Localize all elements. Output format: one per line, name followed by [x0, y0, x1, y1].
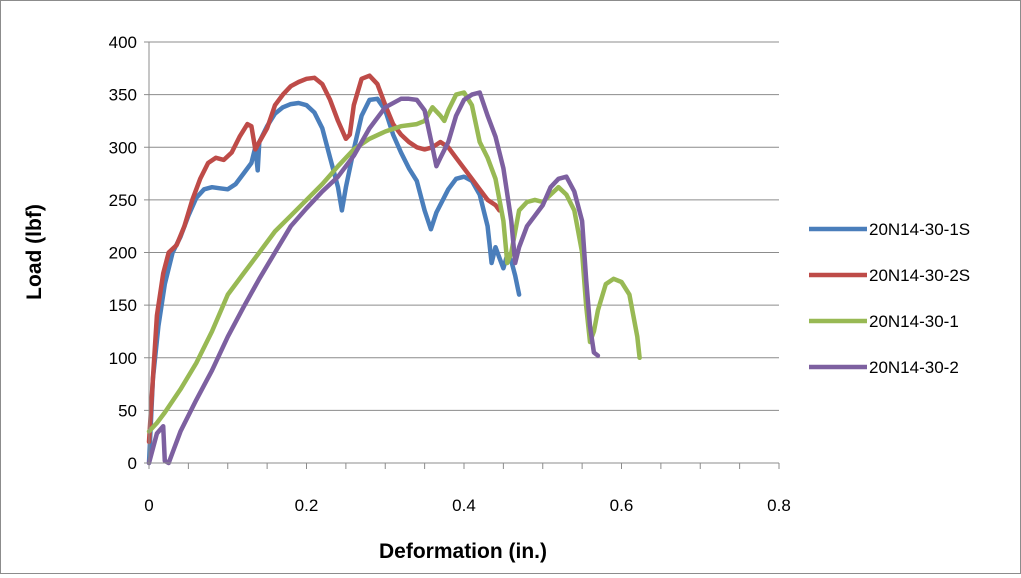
y-tick-label: 150: [109, 296, 137, 315]
x-tick-label: 0.6: [610, 496, 634, 515]
series-lines: [146, 73, 642, 466]
legend: 20N14-30-1S 20N14-30-2S 20N14-30-1 20N14-30…: [809, 220, 970, 377]
legend-label-3: 20N14-30-1: [869, 312, 959, 331]
legend-label-4: 20N14-30-2: [869, 358, 959, 377]
series-line-2: [146, 73, 502, 445]
series-line-1: [146, 96, 522, 466]
x-tick-label: 0.2: [295, 496, 319, 515]
series-line-4: [146, 90, 601, 466]
y-axis-title: Load (lbf): [23, 204, 46, 300]
tick-labels: 0 50 100 150 200 250 300 350 400 0 0.2 0.4 0.6 0.8: [109, 33, 791, 515]
y-tick-label: 400: [109, 33, 137, 52]
y-tick-label: 200: [109, 244, 137, 263]
y-tick-label: 350: [109, 86, 137, 105]
axes: [144, 41, 780, 469]
y-tick-label: 300: [109, 138, 137, 157]
x-tick-label: 0.4: [452, 496, 476, 515]
x-axis-title: Deformation (in.): [379, 540, 547, 563]
x-tick-label: 0: [144, 496, 153, 515]
y-tick-label: 50: [118, 401, 137, 420]
y-tick-label: 100: [109, 349, 137, 368]
legend-label-2: 20N14-30-2S: [869, 266, 970, 285]
legend-label-1: 20N14-30-1S: [869, 220, 970, 239]
series-line-3: [146, 90, 642, 434]
x-tick-label: 0.8: [767, 496, 791, 515]
y-tick-label: 250: [109, 191, 137, 210]
y-tick-label: 0: [128, 454, 137, 473]
